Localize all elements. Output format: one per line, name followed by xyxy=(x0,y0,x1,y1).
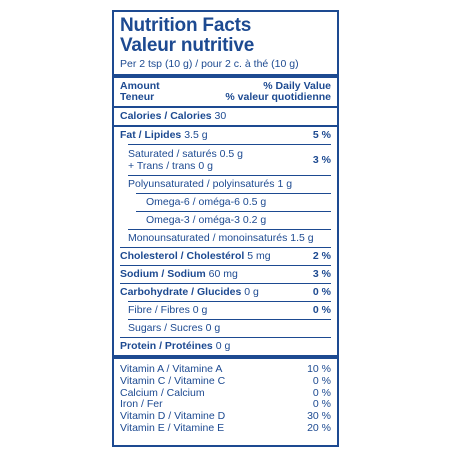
saturated-trans-pct: 3 % xyxy=(312,154,331,166)
vitamin-row: Vitamin C / Vitamine C 0 % xyxy=(120,374,331,388)
sugars-label: Sugars / Sucres xyxy=(128,322,203,334)
divider xyxy=(128,229,331,230)
daily-value-label-fr: % valeur quotidienne xyxy=(225,91,331,103)
divider xyxy=(120,337,331,338)
calories-row: Calories / Calories 30 xyxy=(120,108,331,125)
protein-row: Protein / Protéines 0 g xyxy=(120,338,331,355)
carbohydrate-value: 0 g xyxy=(244,286,259,298)
calories-label: Calories / Calories xyxy=(120,110,212,122)
monounsaturated-label: Monounsaturated / monoinsaturés xyxy=(128,232,288,244)
serving-size: Per 2 tsp (10 g) / pour 2 c. à thé (10 g… xyxy=(120,58,299,70)
vitamin-row: Vitamin E / Vitamine E 20 % xyxy=(120,421,331,435)
divider-thick xyxy=(114,355,337,359)
monounsaturated-row: Monounsaturated / monoinsaturés 1.5 g xyxy=(120,230,331,247)
carbohydrate-row: Carbohydrate / Glucides 0 g 0 % xyxy=(120,284,331,301)
divider xyxy=(128,301,331,302)
vitamin-label: Vitamin D / Vitamine D xyxy=(120,410,226,423)
amount-label-en: Amount xyxy=(120,80,160,92)
cholesterol-value: 5 mg xyxy=(247,250,271,262)
vitamin-row: Iron / Fer 0 % xyxy=(120,399,331,411)
fat-pct: 5 % xyxy=(312,129,331,141)
column-header: Amount Teneur % Daily Value % valeur quo… xyxy=(120,78,331,106)
fibre-label: Fibre / Fibres xyxy=(128,304,190,316)
vitamins-list: Vitamin A / Vitamine A 10 % Vitamin C / … xyxy=(120,359,331,435)
vitamin-pct: 20 % xyxy=(307,421,331,434)
vitamin-label: Iron / Fer xyxy=(120,398,163,411)
nutrition-facts-panel: Nutrition Facts Valeur nutritive Per 2 t… xyxy=(112,10,339,447)
vitamin-label: Vitamin C / Vitamine C xyxy=(120,374,226,387)
cholesterol-row: Cholesterol / Cholestérol 5 mg 2 % xyxy=(120,248,331,265)
vitamin-pct: 30 % xyxy=(307,410,331,423)
sodium-pct: 3 % xyxy=(312,268,331,280)
omega3-row: Omega-3 / oméga-3 0.2 g xyxy=(120,212,331,229)
divider xyxy=(120,247,331,248)
divider xyxy=(114,106,337,108)
saturated-trans-row: Saturated / saturés 0.5 g + Trans / tran… xyxy=(120,145,331,175)
fibre-value: 0 g xyxy=(192,304,208,316)
vitamin-pct: 0 % xyxy=(312,398,331,411)
fibre-row: Fibre / Fibres 0 g 0 % xyxy=(120,302,331,319)
divider xyxy=(128,144,331,145)
sugars-row: Sugars / Sucres 0 g xyxy=(120,320,331,337)
polyunsaturated-label: Polyunsaturated / polyinsaturés xyxy=(128,178,275,190)
divider xyxy=(120,283,331,284)
divider xyxy=(136,211,331,212)
vitamin-row: Vitamin D / Vitamine D 30 % xyxy=(120,410,331,423)
vitamin-label: Calcium / Calcium xyxy=(120,386,205,399)
sodium-label: Sodium / Sodium xyxy=(120,268,206,280)
omega6-label: Omega-6 / oméga-6 xyxy=(146,196,240,208)
divider xyxy=(114,125,337,127)
omega3-label: Omega-3 / oméga-3 xyxy=(146,214,240,226)
omega3-value: 0.2 g xyxy=(242,214,267,226)
cholesterol-pct: 2 % xyxy=(312,250,331,262)
divider xyxy=(128,175,331,176)
vitamin-row: Vitamin A / Vitamine A 10 % xyxy=(120,363,331,376)
saturated-value: 0.5 g xyxy=(219,148,243,160)
sodium-value: 60 mg xyxy=(208,268,238,280)
divider-thick xyxy=(114,74,337,78)
trans-value: 0 g xyxy=(198,160,213,172)
calories-value: 30 xyxy=(214,110,227,122)
saturated-label: Saturated / saturés xyxy=(128,148,217,160)
sugars-value: 0 g xyxy=(205,322,221,334)
title-english: Nutrition Facts xyxy=(120,15,252,36)
omega6-row: Omega-6 / oméga-6 0.5 g xyxy=(120,194,331,211)
polyunsaturated-row: Polyunsaturated / polyinsaturés 1 g xyxy=(120,176,331,193)
sodium-row: Sodium / Sodium 60 mg 3 % xyxy=(120,266,331,283)
title-french: Valeur nutritive xyxy=(120,35,255,56)
daily-value-label-en: % Daily Value xyxy=(263,80,331,92)
vitamin-pct: 10 % xyxy=(307,363,331,375)
divider xyxy=(120,265,331,266)
divider xyxy=(128,319,331,320)
fibre-pct: 0 % xyxy=(312,304,331,316)
protein-value: 0 g xyxy=(215,340,231,352)
vitamin-label: Vitamin E / Vitamine E xyxy=(120,421,225,434)
omega6-value: 0.5 g xyxy=(242,196,267,208)
vitamin-pct: 0 % xyxy=(312,386,331,399)
fat-label: Fat / Lipides xyxy=(120,129,182,141)
polyunsaturated-value: 1 g xyxy=(277,178,293,190)
fat-row: Fat / Lipides 3.5 g 5 % xyxy=(120,127,331,144)
divider xyxy=(136,193,331,194)
protein-label: Protein / Protéines xyxy=(120,340,213,352)
trans-label: + Trans / trans xyxy=(128,160,196,172)
amount-label-fr: Teneur xyxy=(120,91,155,103)
cholesterol-label: Cholesterol / Cholestérol xyxy=(120,250,245,262)
carbohydrate-pct: 0 % xyxy=(312,286,331,298)
fat-value: 3.5 g xyxy=(184,129,208,141)
vitamin-label: Vitamin A / Vitamine A xyxy=(120,363,223,375)
monounsaturated-value: 1.5 g xyxy=(290,232,314,244)
carbohydrate-label: Carbohydrate / Glucides xyxy=(120,286,242,298)
vitamin-row: Calcium / Calcium 0 % xyxy=(120,386,331,400)
vitamin-pct: 0 % xyxy=(312,374,331,387)
